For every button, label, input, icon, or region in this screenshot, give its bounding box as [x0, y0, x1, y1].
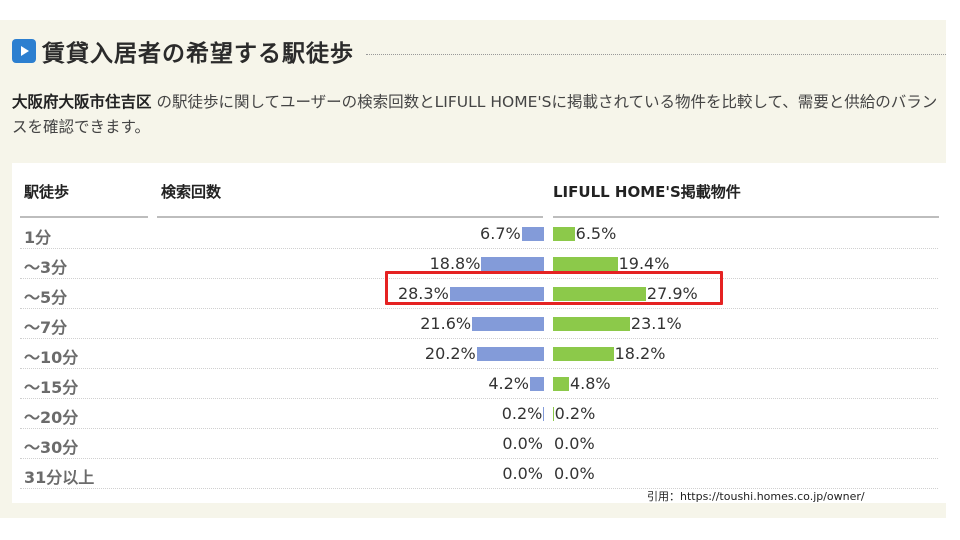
- search-bar: [476, 347, 544, 361]
- header-rule-listing: [553, 216, 939, 218]
- category-label: ～15分: [24, 378, 79, 397]
- chart-row: 1分 6.7% 6.5%: [12, 219, 946, 249]
- section-heading: 賃貸入居者の希望する駅徒歩: [12, 36, 946, 67]
- row-divider: [20, 428, 938, 429]
- listing-value-label: 19.4%: [618, 254, 670, 273]
- listing-bar: [553, 317, 630, 331]
- chart-row: ～5分 28.3% 27.9%: [12, 279, 946, 309]
- search-value-label: 18.8%: [429, 254, 481, 273]
- listing-bar: [553, 257, 618, 271]
- chart-row: ～10分 20.2% 18.2%: [12, 339, 946, 369]
- listing-bar: [553, 287, 646, 301]
- row-divider: [20, 488, 938, 489]
- row-divider: [20, 368, 938, 369]
- search-bar: [449, 287, 544, 301]
- listing-value-label: 0.0%: [554, 464, 595, 483]
- source-citation: 引用：https://toushi.homes.co.jp/owner/: [647, 490, 865, 503]
- search-value-label: 20.2%: [424, 344, 476, 363]
- section-title: 賃貸入居者の希望する駅徒歩: [42, 41, 354, 67]
- column-header-listings: LIFULL HOME'S掲載物件: [553, 183, 741, 201]
- category-label: ～30分: [24, 438, 79, 457]
- highlight-box: [385, 271, 723, 305]
- chart-row: ～7分 21.6% 23.1%: [12, 309, 946, 339]
- listing-bar: [553, 407, 554, 421]
- category-label: ～10分: [24, 348, 79, 367]
- listing-value-label: 23.1%: [630, 314, 682, 333]
- search-bar: [481, 257, 544, 271]
- category-label: ～3分: [24, 258, 68, 277]
- search-value-label: 4.2%: [488, 374, 530, 393]
- header-rule-search: [157, 216, 543, 218]
- category-label: ～20分: [24, 408, 79, 427]
- row-divider: [20, 398, 938, 399]
- chart-row: ～3分 18.8% 19.4%: [12, 249, 946, 279]
- description-location: 大阪府大阪市住吉区: [12, 93, 152, 111]
- search-bar: [472, 317, 544, 331]
- row-divider: [20, 278, 938, 279]
- column-header-walk-time: 駅徒歩: [24, 183, 70, 201]
- search-value-label: 0.0%: [502, 464, 543, 483]
- listing-value-label: 27.9%: [646, 284, 698, 303]
- header-rule-category: [20, 216, 148, 218]
- listing-value-label: 4.8%: [569, 374, 611, 393]
- listing-bar: [553, 347, 614, 361]
- search-bar: [543, 407, 544, 421]
- description: 大阪府大阪市住吉区 の駅徒歩に関してユーザーの検索回数とLIFULL HOME'…: [12, 90, 942, 140]
- heading-divider: [366, 53, 946, 55]
- category-label: ～7分: [24, 318, 68, 337]
- listing-value-label: 18.2%: [614, 344, 666, 363]
- listing-bar: [553, 377, 569, 391]
- listing-value-label: 0.2%: [554, 404, 596, 423]
- search-value-label: 28.3%: [397, 284, 449, 303]
- search-value-label: 21.6%: [420, 314, 472, 333]
- column-header-search-count: 検索回数: [161, 183, 222, 201]
- search-value-label: 0.0%: [502, 434, 543, 453]
- listing-value-label: 6.5%: [575, 224, 617, 243]
- row-divider: [20, 248, 938, 249]
- category-label: 1分: [24, 228, 52, 247]
- listing-value-label: 0.0%: [554, 434, 595, 453]
- row-divider: [20, 308, 938, 309]
- play-icon: [12, 39, 36, 63]
- chart-row: ～30分 0.0% 0.0%: [12, 429, 946, 459]
- category-label: ～5分: [24, 288, 68, 307]
- row-divider: [20, 338, 938, 339]
- listing-bar: [553, 227, 575, 241]
- chart-row: ～20分 0.2% 0.2%: [12, 399, 946, 429]
- description-text: の駅徒歩に関してユーザーの検索回数とLIFULL HOME'Sに掲載されている物…: [12, 93, 938, 136]
- walk-time-chart: 駅徒歩 検索回数 LIFULL HOME'S掲載物件 1分 6.7% 6.5% ～3分…: [12, 163, 946, 503]
- search-value-label: 0.2%: [501, 404, 543, 423]
- row-divider: [20, 458, 938, 459]
- category-label: 31分以上: [24, 468, 95, 487]
- chart-row: ～15分 4.2% 4.8%: [12, 369, 946, 399]
- search-bar: [521, 227, 544, 241]
- chart-row: 31分以上 0.0% 0.0%: [12, 459, 946, 489]
- search-bar: [530, 377, 544, 391]
- search-value-label: 6.7%: [480, 224, 521, 243]
